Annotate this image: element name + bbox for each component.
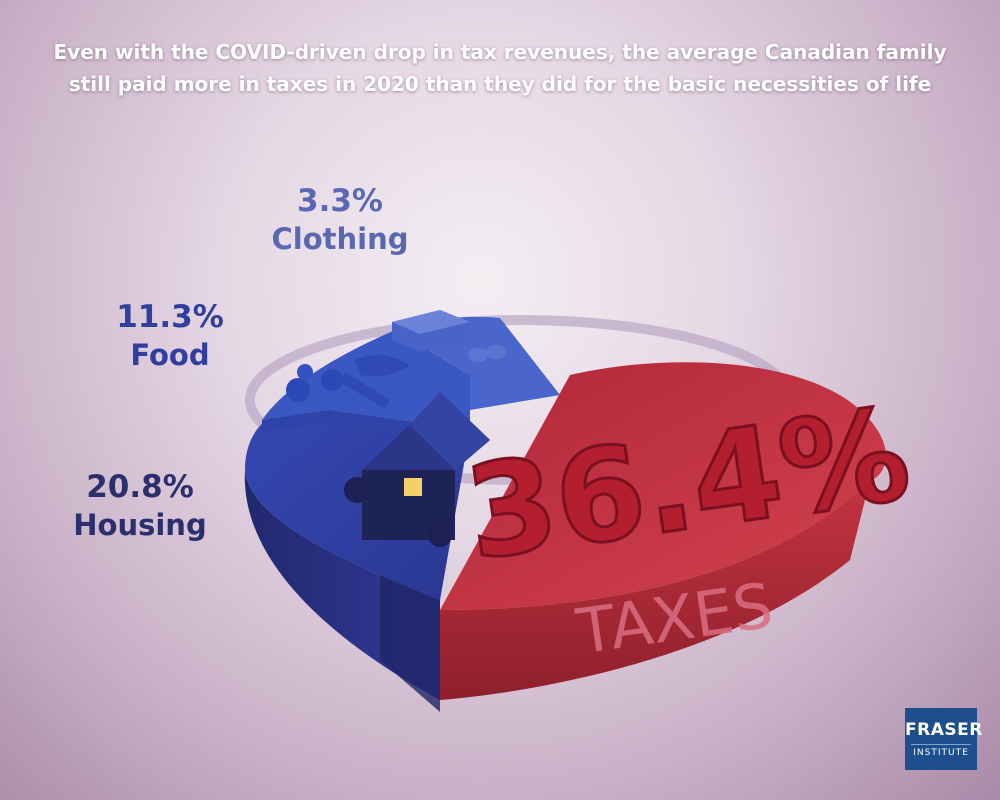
housing-value: 20.8% <box>86 469 194 505</box>
title-line-1: Even with the COVID-driven drop in tax r… <box>53 40 947 64</box>
fruit-icon <box>286 355 410 408</box>
title-line-2: still paid more in taxes in 2020 than th… <box>68 72 932 96</box>
pie-slice-taxes-side <box>440 480 870 700</box>
house-icon <box>344 392 490 547</box>
clothing-name: Clothing <box>271 221 409 256</box>
housing-name: Housing <box>73 507 207 542</box>
pie-slice-taxes <box>440 362 886 610</box>
fraser-institute-logo: FRASER INSTITUTE <box>905 708 983 770</box>
logo-line-1: FRASER <box>905 720 983 740</box>
logo-line-2: INSTITUTE <box>911 744 971 758</box>
clothing-label: 3.3% Clothing <box>255 182 425 257</box>
housing-label: 20.8% Housing <box>55 468 225 543</box>
chart-title: Even with the COVID-driven drop in tax r… <box>0 36 1000 100</box>
food-name: Food <box>130 337 210 372</box>
food-value: 11.3% <box>116 299 224 335</box>
clothing-value: 3.3% <box>297 183 383 219</box>
food-label: 11.3% Food <box>95 298 245 373</box>
pie-slice-food <box>262 330 470 430</box>
clothing-icon <box>392 310 506 362</box>
